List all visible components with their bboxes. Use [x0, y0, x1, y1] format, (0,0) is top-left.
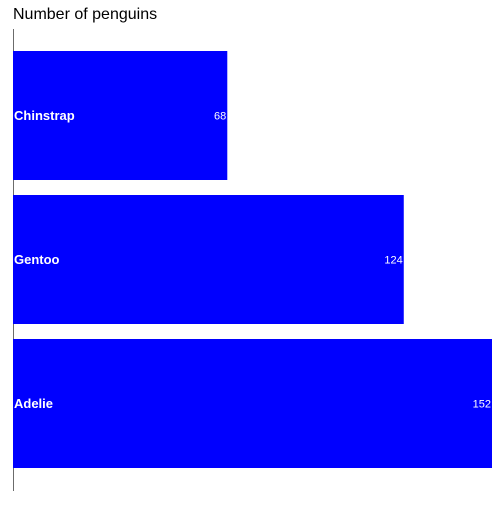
bars-group: Chinstrap 68 Gentoo 124 Adelie 152	[13, 51, 492, 468]
bar-gentoo	[13, 195, 404, 324]
bar-label-adelie: Adelie	[14, 396, 53, 411]
bar-label-gentoo: Gentoo	[14, 252, 60, 267]
value-label-gentoo: 124	[384, 255, 402, 267]
value-label-adelie: 152	[473, 399, 491, 411]
value-label-chinstrap: 68	[214, 111, 226, 123]
bar-label-chinstrap: Chinstrap	[14, 108, 75, 123]
bar-chinstrap	[13, 51, 228, 180]
chart-title: Number of penguins	[13, 6, 157, 23]
bar-adelie	[13, 339, 492, 468]
